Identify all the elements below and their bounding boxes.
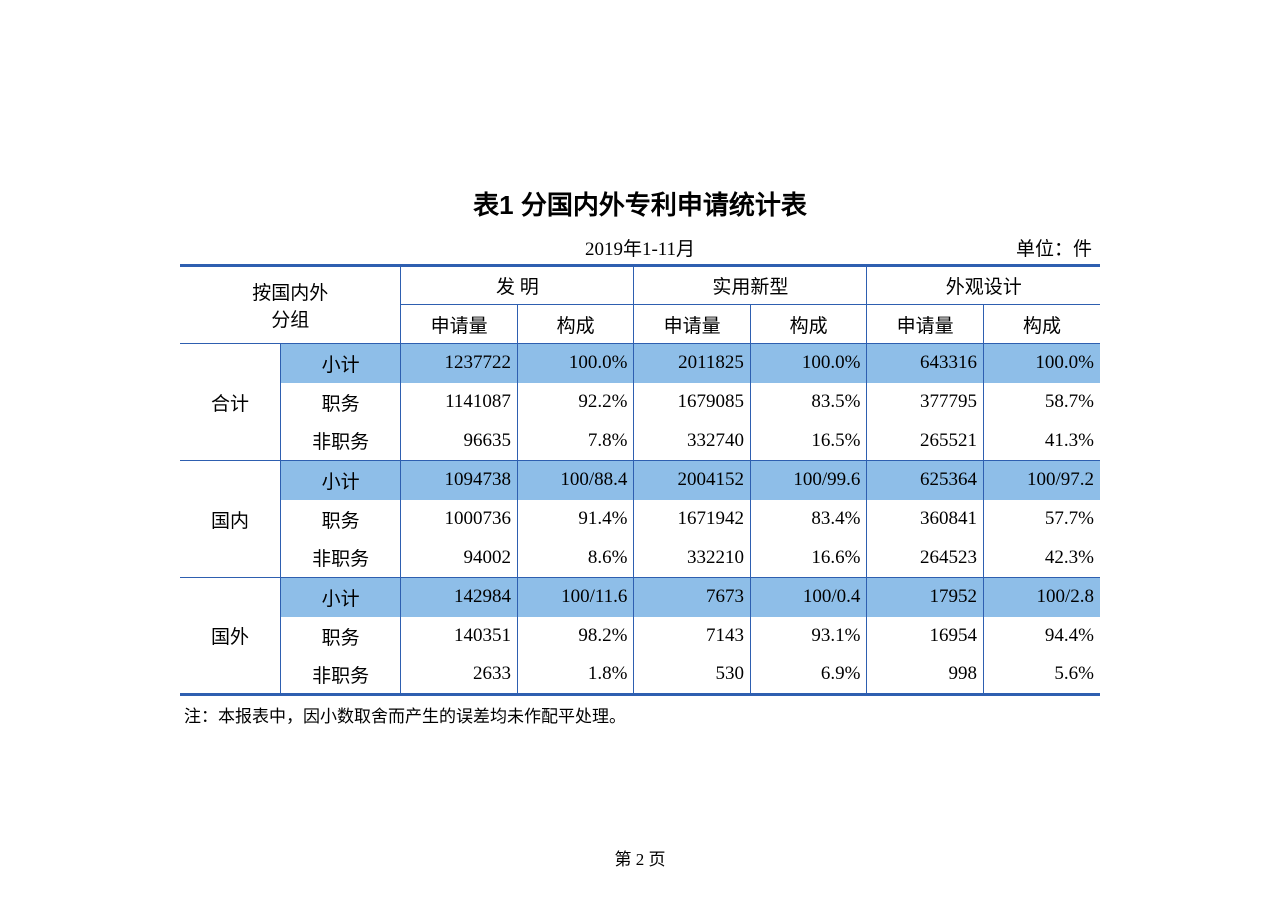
data-cell: 1.8% — [517, 656, 634, 695]
data-cell: 7143 — [634, 617, 751, 656]
data-cell: 1237722 — [401, 344, 518, 383]
footnote: 注：本报表中，因小数取舍而产生的误差均未作配平处理。 — [184, 702, 1100, 727]
data-cell: 16.6% — [750, 539, 867, 578]
data-cell: 96635 — [401, 422, 518, 461]
data-cell: 2011825 — [634, 344, 751, 383]
data-cell: 332740 — [634, 422, 751, 461]
data-cell: 625364 — [867, 461, 984, 500]
data-cell: 998 — [867, 656, 984, 695]
data-cell: 1141087 — [401, 383, 518, 422]
data-cell: 8.6% — [517, 539, 634, 578]
row-group-label: 国外 — [180, 578, 280, 695]
data-cell: 100/11.6 — [517, 578, 634, 617]
data-cell: 1000736 — [401, 500, 518, 539]
data-cell: 332210 — [634, 539, 751, 578]
row-label: 小计 — [280, 578, 401, 617]
data-cell: 17952 — [867, 578, 984, 617]
row-label: 职务 — [280, 383, 401, 422]
data-cell: 377795 — [867, 383, 984, 422]
data-cell: 100.0% — [983, 344, 1100, 383]
data-cell: 264523 — [867, 539, 984, 578]
data-cell: 1671942 — [634, 500, 751, 539]
data-cell: 100.0% — [750, 344, 867, 383]
sub-header: 申请量 — [401, 305, 518, 344]
data-cell: 91.4% — [517, 500, 634, 539]
data-cell: 42.3% — [983, 539, 1100, 578]
row-label: 非职务 — [280, 539, 401, 578]
data-cell: 100/88.4 — [517, 461, 634, 500]
data-cell: 265521 — [867, 422, 984, 461]
data-cell: 2004152 — [634, 461, 751, 500]
sub-header: 构成 — [750, 305, 867, 344]
data-cell: 7.8% — [517, 422, 634, 461]
row-label: 职务 — [280, 617, 401, 656]
data-cell: 58.7% — [983, 383, 1100, 422]
page-number: 第 2 页 — [0, 845, 1280, 870]
data-cell: 140351 — [401, 617, 518, 656]
category-header: 发 明 — [401, 266, 634, 305]
data-cell: 57.7% — [983, 500, 1100, 539]
row-label: 职务 — [280, 500, 401, 539]
data-cell: 6.9% — [750, 656, 867, 695]
data-cell: 100.0% — [517, 344, 634, 383]
category-header: 实用新型 — [634, 266, 867, 305]
category-header: 外观设计 — [867, 266, 1100, 305]
row-label: 非职务 — [280, 656, 401, 695]
data-cell: 93.1% — [750, 617, 867, 656]
data-cell: 100/97.2 — [983, 461, 1100, 500]
sub-header: 申请量 — [634, 305, 751, 344]
data-cell: 94.4% — [983, 617, 1100, 656]
data-cell: 41.3% — [983, 422, 1100, 461]
group-header: 按国内外分组 — [180, 266, 401, 344]
row-label: 小计 — [280, 344, 401, 383]
patent-stats-table: 按国内外分组发 明实用新型外观设计申请量构成申请量构成申请量构成 合计小计123… — [180, 264, 1100, 696]
sub-header: 构成 — [517, 305, 634, 344]
data-cell: 83.5% — [750, 383, 867, 422]
data-cell: 643316 — [867, 344, 984, 383]
table-title: 表1 分国内外专利申请统计表 — [180, 185, 1100, 222]
period-label: 2019年1-11月 — [180, 234, 1100, 261]
data-cell: 7673 — [634, 578, 751, 617]
sub-header: 构成 — [983, 305, 1100, 344]
data-cell: 16954 — [867, 617, 984, 656]
data-cell: 98.2% — [517, 617, 634, 656]
unit-label: 单位：件 — [1016, 234, 1092, 261]
data-cell: 100/2.8 — [983, 578, 1100, 617]
data-cell: 92.2% — [517, 383, 634, 422]
data-cell: 142984 — [401, 578, 518, 617]
data-cell: 2633 — [401, 656, 518, 695]
data-cell: 530 — [634, 656, 751, 695]
row-label: 小计 — [280, 461, 401, 500]
data-cell: 5.6% — [983, 656, 1100, 695]
data-cell: 1094738 — [401, 461, 518, 500]
row-group-label: 国内 — [180, 461, 280, 578]
data-cell: 1679085 — [634, 383, 751, 422]
data-cell: 360841 — [867, 500, 984, 539]
row-group-label: 合计 — [180, 344, 280, 461]
table-body: 合计小计1237722100.0%2011825100.0%643316100.… — [180, 344, 1100, 695]
row-label: 非职务 — [280, 422, 401, 461]
sub-header: 申请量 — [867, 305, 984, 344]
data-cell: 94002 — [401, 539, 518, 578]
data-cell: 100/0.4 — [750, 578, 867, 617]
data-cell: 100/99.6 — [750, 461, 867, 500]
data-cell: 83.4% — [750, 500, 867, 539]
table-head: 按国内外分组发 明实用新型外观设计申请量构成申请量构成申请量构成 — [180, 266, 1100, 344]
data-cell: 16.5% — [750, 422, 867, 461]
